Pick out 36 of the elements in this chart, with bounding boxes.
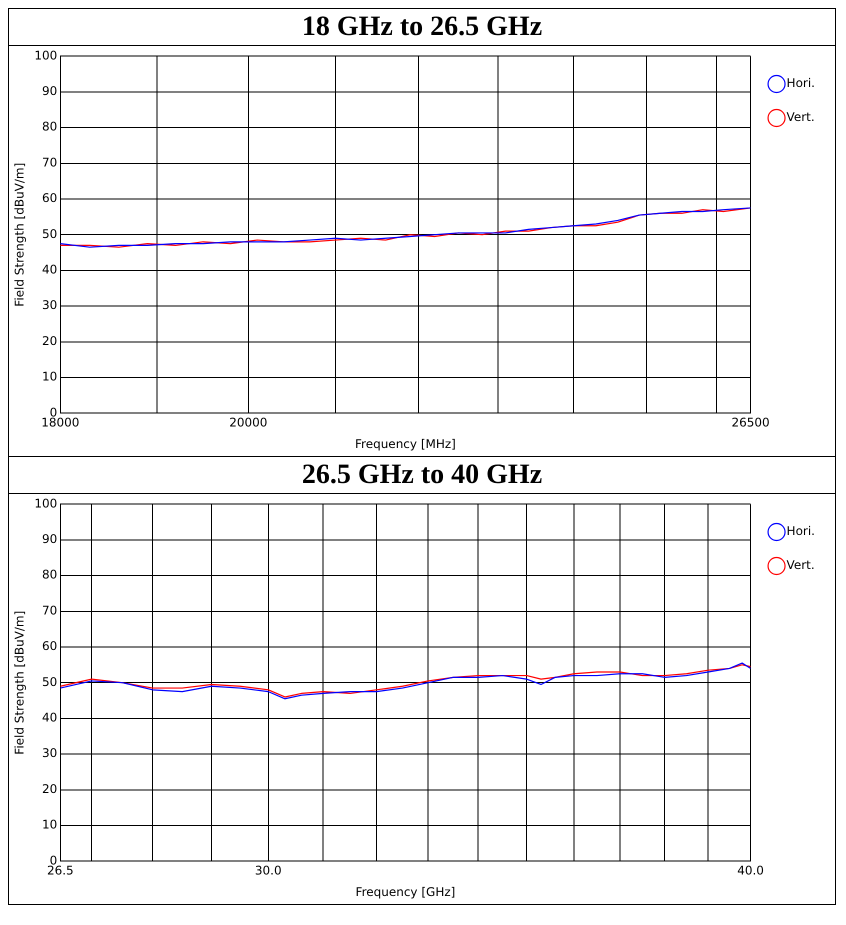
chart-title: 18 GHz to 26.5 GHz: [9, 9, 835, 46]
y-tick-label: 10: [42, 370, 58, 384]
y-axis-title: Field Strength [dBuV/m]: [12, 610, 26, 755]
y-tick-label: 60: [42, 191, 58, 206]
y-tick-label: 40: [42, 710, 58, 725]
y-tick-label: 80: [42, 120, 58, 134]
y-tick-label: 50: [42, 226, 58, 241]
y-tick-label: 70: [42, 603, 58, 618]
y-axis-title: Field Strength [dBuV/m]: [12, 162, 26, 307]
legend-label: Vert.: [786, 558, 815, 572]
y-tick-label: 60: [42, 639, 58, 654]
y-tick-label: 30: [42, 298, 58, 312]
y-tick-label: 100: [34, 48, 58, 62]
y-tick-label: 50: [42, 674, 58, 689]
y-tick-label: 90: [42, 84, 58, 98]
x-tick-label: 40.0: [737, 864, 764, 878]
legend-label: Vert.: [786, 110, 815, 124]
x-axis-title: Frequency [GHz]: [356, 884, 456, 899]
y-tick-label: 70: [42, 155, 58, 170]
x-tick-label: 18000: [41, 416, 80, 430]
x-tick-label: 26500: [731, 416, 770, 430]
legend-label: Hori.: [786, 76, 816, 90]
y-tick-label: 90: [42, 532, 58, 546]
x-tick-label: 20000: [229, 416, 268, 430]
x-axis-title: Frequency [MHz]: [355, 436, 456, 451]
y-tick-label: 10: [42, 818, 58, 832]
y-tick-label: 30: [42, 746, 58, 760]
y-tick-label: 20: [42, 782, 58, 796]
y-tick-label: 40: [42, 262, 58, 277]
y-tick-label: 100: [34, 496, 58, 510]
x-tick-label: 26.5: [46, 864, 74, 878]
y-tick-label: 80: [42, 568, 58, 582]
y-tick-label: 20: [42, 334, 58, 348]
x-tick-label: 30.0: [254, 864, 282, 878]
chart-title: 26.5 GHz to 40 GHz: [9, 457, 835, 494]
legend-label: Hori.: [786, 524, 816, 538]
